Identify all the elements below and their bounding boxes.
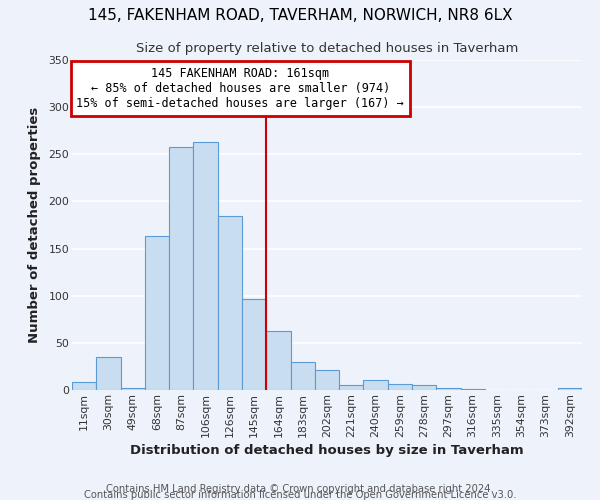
X-axis label: Distribution of detached houses by size in Taverham: Distribution of detached houses by size … <box>130 444 524 456</box>
Bar <box>72 382 96 390</box>
Title: Size of property relative to detached houses in Taverham: Size of property relative to detached ho… <box>136 42 518 54</box>
Bar <box>315 370 339 390</box>
Bar <box>218 216 242 390</box>
Bar <box>558 388 582 390</box>
Bar <box>266 330 290 390</box>
Bar <box>436 388 461 390</box>
Bar <box>121 388 145 390</box>
Bar <box>169 146 193 390</box>
Bar <box>461 389 485 390</box>
Bar <box>242 300 266 390</box>
Bar <box>145 236 169 390</box>
Bar <box>364 380 388 390</box>
Text: Contains public sector information licensed under the Open Government Licence v3: Contains public sector information licen… <box>84 490 516 500</box>
Bar <box>193 142 218 390</box>
Bar <box>339 386 364 390</box>
Text: 145 FAKENHAM ROAD: 161sqm
← 85% of detached houses are smaller (974)
15% of semi: 145 FAKENHAM ROAD: 161sqm ← 85% of detac… <box>76 66 404 110</box>
Text: 145, FAKENHAM ROAD, TAVERHAM, NORWICH, NR8 6LX: 145, FAKENHAM ROAD, TAVERHAM, NORWICH, N… <box>88 8 512 22</box>
Bar <box>388 384 412 390</box>
Bar <box>290 362 315 390</box>
Bar <box>96 357 121 390</box>
Bar <box>412 386 436 390</box>
Text: Contains HM Land Registry data © Crown copyright and database right 2024.: Contains HM Land Registry data © Crown c… <box>106 484 494 494</box>
Y-axis label: Number of detached properties: Number of detached properties <box>28 107 41 343</box>
